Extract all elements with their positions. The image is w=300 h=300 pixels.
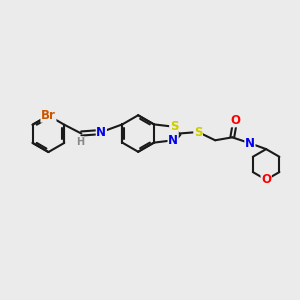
Text: O: O [230,114,240,127]
Text: O: O [261,173,271,186]
Text: S: S [170,120,178,133]
Text: N: N [245,137,255,150]
Text: Br: Br [41,109,56,122]
Text: N: N [168,134,178,147]
Text: S: S [194,125,203,139]
Text: H: H [76,137,84,147]
Text: N: N [96,125,106,139]
